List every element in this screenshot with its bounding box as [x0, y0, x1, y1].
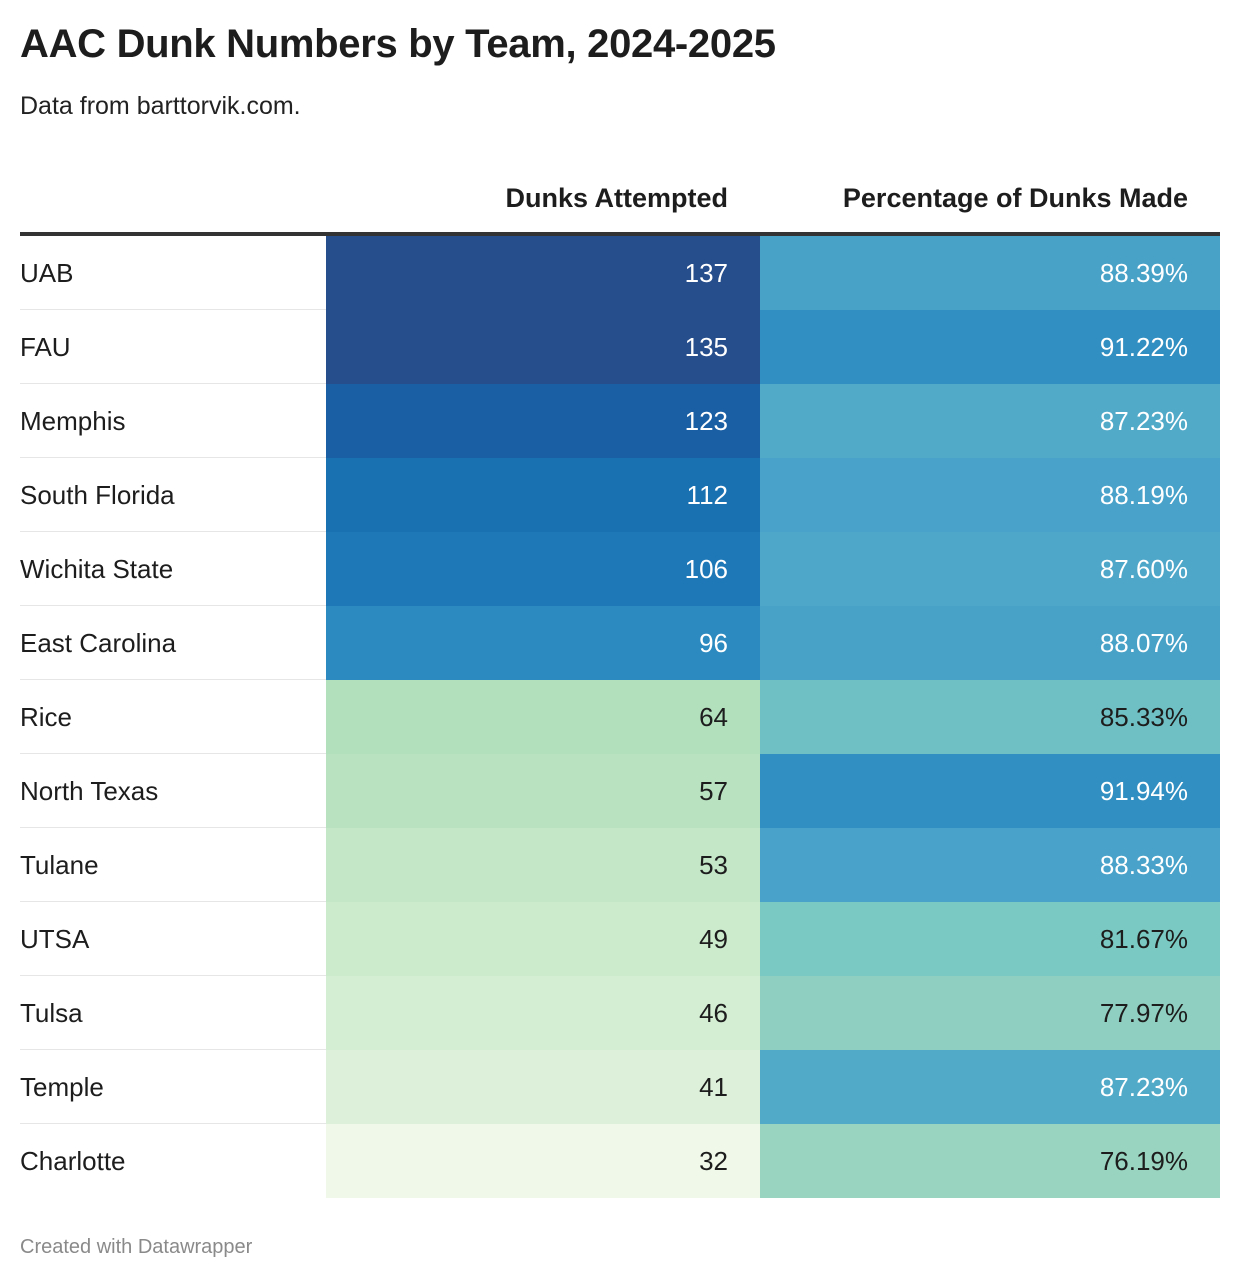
percentage-made-cell: 88.33%	[760, 828, 1220, 902]
percentage-made-cell: 91.22%	[760, 310, 1220, 384]
percentage-made-cell: 88.39%	[760, 236, 1220, 310]
dunks-attempted-cell: 96	[326, 606, 760, 680]
percentage-made-cell: 87.23%	[760, 384, 1220, 458]
footer-credit: Created with Datawrapper	[20, 1236, 253, 1258]
percentage-made-cell: 77.97%	[760, 976, 1220, 1050]
team-name-cell: North Texas	[20, 754, 326, 828]
team-name-cell: Wichita State	[20, 532, 326, 606]
header-dunks-attempted[interactable]: Dunks Attempted	[505, 183, 728, 213]
table-row: Temple 41 87.23%	[20, 1050, 1220, 1124]
chart-title: AAC Dunk Numbers by Team, 2024-2025	[20, 22, 776, 66]
team-name-cell: Tulsa	[20, 976, 326, 1050]
dunks-attempted-cell: 112	[326, 458, 760, 532]
team-name-cell: UAB	[20, 236, 326, 310]
dunks-attempted-cell: 57	[326, 754, 760, 828]
team-name-cell: FAU	[20, 310, 326, 384]
percentage-made-cell: 85.33%	[760, 680, 1220, 754]
percentage-made-cell: 88.19%	[760, 458, 1220, 532]
team-name-cell: UTSA	[20, 902, 326, 976]
dunks-attempted-cell: 41	[326, 1050, 760, 1124]
dunks-attempted-cell: 123	[326, 384, 760, 458]
team-name-cell: East Carolina	[20, 606, 326, 680]
team-name-cell: Temple	[20, 1050, 326, 1124]
table-row: Tulane 53 88.33%	[20, 828, 1220, 902]
table-row: Charlotte 32 76.19%	[20, 1124, 1220, 1198]
table-row: Wichita State 106 87.60%	[20, 532, 1220, 606]
table-row: Rice 64 85.33%	[20, 680, 1220, 754]
percentage-made-cell: 91.94%	[760, 754, 1220, 828]
percentage-made-cell: 81.67%	[760, 902, 1220, 976]
chart-subtitle: Data from barttorvik.com.	[20, 92, 301, 120]
dunks-attempted-cell: 137	[326, 236, 760, 310]
table-row: South Florida 112 88.19%	[20, 458, 1220, 532]
dunks-attempted-cell: 46	[326, 976, 760, 1050]
table-row: FAU 135 91.22%	[20, 310, 1220, 384]
table-row: Memphis 123 87.23%	[20, 384, 1220, 458]
dunks-attempted-cell: 49	[326, 902, 760, 976]
table-row: UAB 137 88.39%	[20, 236, 1220, 310]
dunks-attempted-cell: 106	[326, 532, 760, 606]
team-name-cell: Tulane	[20, 828, 326, 902]
dunks-attempted-cell: 64	[326, 680, 760, 754]
dunks-attempted-cell: 53	[326, 828, 760, 902]
table-row: North Texas 57 91.94%	[20, 754, 1220, 828]
percentage-made-cell: 87.60%	[760, 532, 1220, 606]
table-row: Tulsa 46 77.97%	[20, 976, 1220, 1050]
table-row: East Carolina 96 88.07%	[20, 606, 1220, 680]
table-header: Dunks Attempted Percentage of Dunks Made	[20, 160, 1220, 236]
dunks-attempted-cell: 32	[326, 1124, 760, 1198]
dunks-attempted-cell: 135	[326, 310, 760, 384]
team-name-cell: Rice	[20, 680, 326, 754]
team-name-cell: Memphis	[20, 384, 326, 458]
data-table: Dunks Attempted Percentage of Dunks Made…	[20, 160, 1220, 1198]
team-name-cell: South Florida	[20, 458, 326, 532]
percentage-made-cell: 76.19%	[760, 1124, 1220, 1198]
table-body: UAB 137 88.39% FAU 135 91.22% Memphis 123 87.23%…	[20, 236, 1220, 1198]
team-name-cell: Charlotte	[20, 1146, 126, 1176]
table-row: UTSA 49 81.67%	[20, 902, 1220, 976]
percentage-made-cell: 87.23%	[760, 1050, 1220, 1124]
percentage-made-cell: 88.07%	[760, 606, 1220, 680]
header-percentage-made[interactable]: Percentage of Dunks Made	[842, 183, 1188, 213]
